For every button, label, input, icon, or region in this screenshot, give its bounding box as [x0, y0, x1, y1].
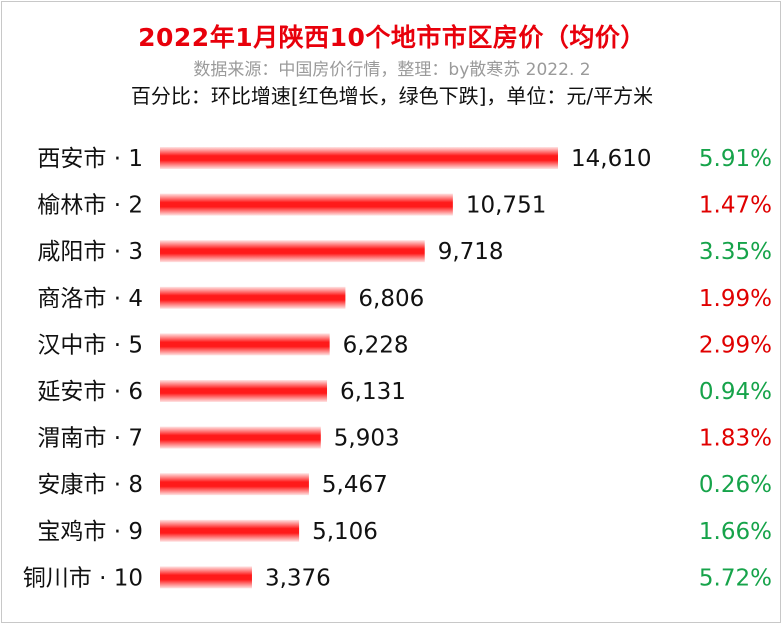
- category-label: 商洛市 · 4: [37, 286, 143, 312]
- bar: [160, 380, 328, 402]
- change-label: 1.83%: [699, 426, 772, 452]
- bar: [160, 193, 453, 216]
- category-label: 榆林市 · 2: [37, 193, 143, 219]
- bar: [160, 473, 309, 496]
- value-label: 5,106: [312, 519, 378, 545]
- value-label: 5,903: [334, 426, 400, 452]
- category-label: 铜川市 · 10: [23, 565, 143, 591]
- change-label: 0.26%: [699, 472, 772, 498]
- chart-title: 2022年1月陕西10个地市市区房价（均价）: [138, 23, 646, 52]
- value-label: 10,751: [466, 193, 546, 219]
- value-label: 6,806: [358, 286, 424, 312]
- value-label: 14,610: [571, 146, 651, 172]
- bar: [160, 519, 300, 542]
- unit-note: 百分比：环比增速[红色增长，绿色下跌]，单位：元/平方米: [130, 84, 654, 108]
- bar: [160, 566, 252, 589]
- change-label: 3.35%: [699, 239, 772, 265]
- category-label: 汉中市 · 5: [37, 332, 143, 358]
- bar: [160, 426, 321, 449]
- change-label: 2.99%: [699, 332, 772, 358]
- value-label: 9,718: [438, 239, 504, 265]
- bar: [160, 147, 558, 169]
- bar: [160, 240, 425, 263]
- value-label: 6,228: [343, 332, 409, 358]
- value-label: 6,131: [340, 379, 406, 405]
- change-label: 1.66%: [699, 519, 772, 545]
- category-label: 西安市 · 1: [37, 146, 143, 172]
- bar: [160, 286, 346, 309]
- value-label: 3,376: [265, 565, 331, 591]
- category-label: 渭南市 · 7: [37, 426, 143, 452]
- change-label: 0.94%: [699, 379, 772, 405]
- change-label: 1.47%: [699, 193, 772, 219]
- category-label: 咸阳市 · 3: [37, 239, 143, 265]
- value-label: 5,467: [322, 472, 388, 498]
- change-label: 1.99%: [699, 286, 772, 312]
- bar: [160, 333, 330, 356]
- category-label: 安康市 · 8: [37, 472, 143, 498]
- change-label: 5.72%: [699, 565, 772, 591]
- change-label: 5.91%: [699, 146, 772, 172]
- category-label: 宝鸡市 · 9: [37, 519, 143, 545]
- data-source: 数据来源：中国房价行情，整理：by散寒苏 2022. 2: [193, 60, 591, 80]
- category-label: 延安市 · 6: [37, 379, 143, 405]
